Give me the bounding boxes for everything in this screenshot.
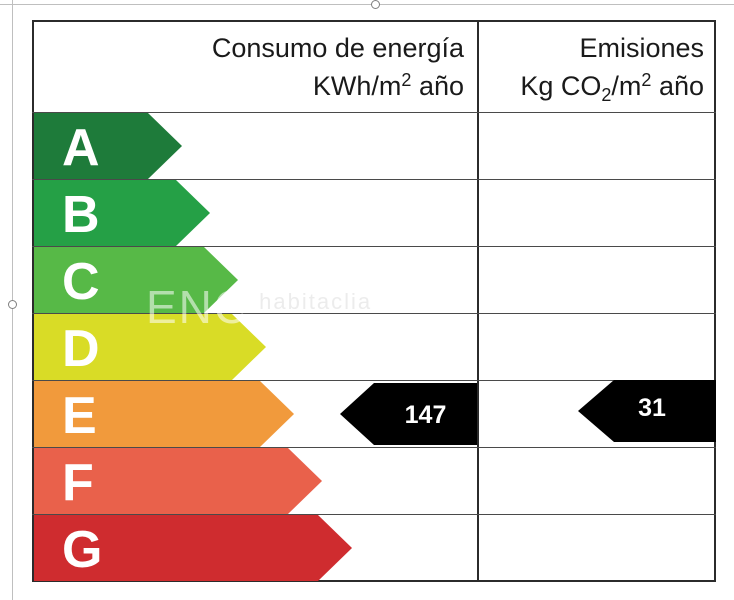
- resize-handle-top[interactable]: [371, 0, 380, 9]
- energy-unit-year: año: [411, 71, 464, 101]
- rating-arrow-b: B: [34, 180, 210, 246]
- row-divider: [32, 447, 716, 448]
- emissions-unit-sub: 2: [601, 85, 612, 105]
- rating-arrow-f: F: [34, 448, 322, 514]
- emissions-value: 31: [638, 394, 666, 422]
- column-divider: [477, 20, 479, 582]
- emissions-unit-mid: /m: [611, 71, 642, 101]
- rating-letter: C: [62, 253, 100, 311]
- watermark-text: ENC: [146, 281, 250, 333]
- energy-unit-text: KWh/m: [312, 71, 402, 101]
- watermark-brand: habitaclia: [259, 289, 373, 314]
- row-divider: [32, 514, 716, 515]
- rating-letter: G: [62, 521, 103, 579]
- rating-letter: F: [62, 454, 94, 512]
- emissions-title: Emisiones: [579, 33, 704, 63]
- emissions-unit-sup: 2: [641, 70, 652, 90]
- energy-unit: KWh/m2 año: [150, 67, 464, 105]
- row-divider: [32, 246, 716, 247]
- emissions-unit: Kg CO2/m2 año: [482, 67, 704, 105]
- rating-arrow-e: E: [34, 381, 294, 447]
- rating-arrow-g: G: [34, 515, 352, 581]
- rating-arrow-a: A: [34, 113, 182, 179]
- row-divider: [32, 112, 716, 113]
- emissions-header: Emisiones Kg CO2/m2 año: [482, 29, 704, 105]
- energy-certificate-table: [32, 20, 716, 582]
- rating-arrow-d: D: [34, 314, 266, 380]
- rating-letter: A: [62, 119, 100, 177]
- resize-handle-left[interactable]: [8, 300, 17, 309]
- energy-header: Consumo de energía KWh/m2 año: [150, 29, 464, 105]
- energy-title: Consumo de energía: [211, 33, 464, 63]
- row-divider: [32, 313, 716, 314]
- energy-value: 147: [404, 401, 447, 429]
- watermark: ENC habitaclia: [146, 280, 372, 334]
- rating-letter: B: [62, 186, 100, 244]
- row-divider: [32, 380, 716, 381]
- selection-frame-top: [0, 4, 734, 5]
- energy-rating-indicator: 147: [340, 383, 477, 445]
- rating-letter: E: [62, 387, 97, 445]
- rating-arrow-c: C: [34, 247, 238, 313]
- emissions-unit-year: año: [651, 71, 704, 101]
- energy-unit-sup: 2: [401, 70, 412, 90]
- emissions-unit-text: Kg CO: [520, 71, 602, 101]
- row-divider: [32, 179, 716, 180]
- rating-letter: D: [62, 320, 100, 378]
